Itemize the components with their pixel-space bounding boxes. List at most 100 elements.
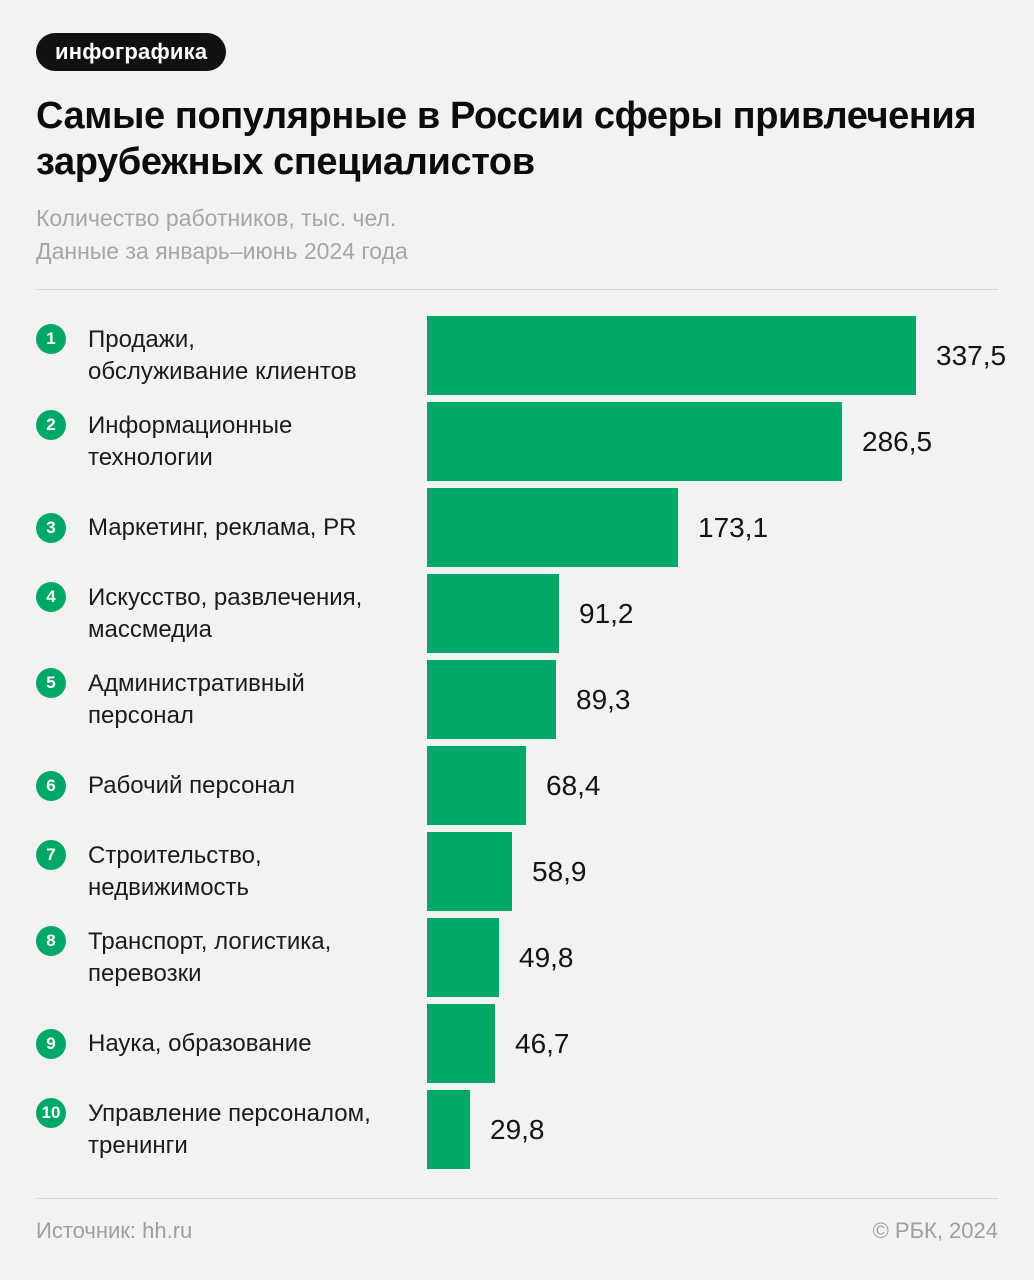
category-label: Продажи, обслуживание клиентов — [88, 324, 357, 388]
category-label-line: Административный — [88, 669, 305, 697]
bar-value-label: 286,5 — [862, 425, 933, 457]
chart-row: 3 Маркетинг, реклама, PR 173,1 — [36, 488, 998, 567]
rank-column: 8 — [36, 918, 88, 997]
category-label-column: Информационные технологии — [88, 402, 427, 481]
rank-column: 9 — [36, 1004, 88, 1083]
bar-value-label: 337,5 — [936, 339, 1007, 371]
bar — [427, 660, 556, 739]
rank-column: 1 — [36, 316, 88, 395]
category-label: Административный персонал — [88, 668, 305, 732]
rank-badge: 7 — [36, 840, 66, 870]
category-label-line: Рабочий персонал — [88, 771, 296, 799]
bar-column: 29,8 — [427, 1090, 998, 1169]
bar-column: 68,4 — [427, 746, 998, 825]
bar-column: 91,2 — [427, 574, 998, 653]
category-label-column: Маркетинг, реклама, PR — [88, 488, 427, 567]
category-label: Маркетинг, реклама, PR — [88, 512, 356, 544]
bar — [427, 1004, 495, 1083]
bar-column: 46,7 — [427, 1004, 998, 1083]
category-label-line: технологии — [88, 443, 213, 471]
chart-row: 2 Информационные технологии 286,5 — [36, 402, 998, 481]
rank-badge: 5 — [36, 668, 66, 698]
bar-column: 49,8 — [427, 918, 998, 997]
chart-rows: 1 Продажи, обслуживание клиентов 337,5 2 Инфо… — [36, 316, 1006, 1169]
category-label-column: Административный персонал — [88, 660, 427, 739]
rank-badge: 1 — [36, 324, 66, 354]
footer: Источник: hh.ru © РБК, 2024 — [36, 1218, 998, 1244]
category-label-line: Искусство, развлечения, — [88, 583, 363, 611]
category-label: Наука, образование — [88, 1028, 312, 1060]
bar — [427, 402, 842, 481]
bar — [427, 832, 512, 911]
chart-row: 7 Строительство, недвижимость 58,9 — [36, 832, 998, 911]
category-label-line: Наука, образование — [88, 1029, 312, 1057]
category-label-line: Информационные — [88, 411, 293, 439]
footer-divider — [36, 1198, 998, 1199]
category-label-line: тренинги — [88, 1131, 188, 1159]
category-label-column: Продажи, обслуживание клиентов — [88, 316, 427, 395]
bar — [427, 918, 499, 997]
chart-row: 1 Продажи, обслуживание клиентов 337,5 — [36, 316, 1006, 395]
category-label-column: Транспорт, логистика, перевозки — [88, 918, 427, 997]
bar-value-label: 58,9 — [532, 855, 587, 887]
chart-row: 9 Наука, образование 46,7 — [36, 1004, 998, 1083]
bar-column: 58,9 — [427, 832, 998, 911]
bar-value-label: 46,7 — [515, 1027, 570, 1059]
bar — [427, 488, 678, 567]
rank-column: 5 — [36, 660, 88, 739]
chart-row: 5 Административный персонал 89,3 — [36, 660, 998, 739]
category-label-line: перевозки — [88, 959, 202, 987]
category-label-line: Управление персоналом, — [88, 1099, 371, 1127]
category-label: Транспорт, логистика, перевозки — [88, 926, 331, 990]
rank-column: 4 — [36, 574, 88, 653]
category-label-line: Транспорт, логистика, — [88, 927, 332, 955]
bar-value-label: 29,8 — [490, 1113, 545, 1145]
category-label-line: Строительство, — [88, 841, 262, 869]
subtitle-period-line: Данные за январь–июнь 2024 года — [36, 238, 408, 264]
rank-badge: 2 — [36, 410, 66, 440]
category-label: Искусство, развлечения, массмедиа — [88, 582, 362, 646]
rank-badge: 9 — [36, 1028, 66, 1059]
chart-row: 6 Рабочий персонал 68,4 — [36, 746, 998, 825]
bar-value-label: 91,2 — [579, 597, 634, 629]
bar-value-label: 173,1 — [698, 511, 769, 543]
bar-column: 173,1 — [427, 488, 998, 567]
bar-value-label: 49,8 — [519, 941, 574, 973]
infographic-badge: инфографика — [36, 33, 227, 71]
category-label-column: Строительство, недвижимость — [88, 832, 427, 911]
copyright-label: © РБК, 2024 — [872, 1218, 998, 1243]
category-label: Управление персоналом, тренинги — [88, 1098, 371, 1162]
category-label-line: Продажи, — [88, 325, 195, 353]
category-label-line: персонал — [88, 701, 194, 729]
category-label-line: Маркетинг, реклама, PR — [88, 513, 357, 541]
chart-row: 4 Искусство, развлечения, массмедиа 91,2 — [36, 574, 998, 653]
rank-badge: 10 — [36, 1098, 66, 1128]
rank-column: 2 — [36, 402, 88, 481]
rank-badge: 3 — [36, 512, 66, 543]
bar-column: 89,3 — [427, 660, 998, 739]
rank-column: 3 — [36, 488, 88, 567]
chart-row: 10 Управление персоналом, тренинги 29,8 — [36, 1090, 998, 1169]
subtitle-units-line: Количество работников, тыс. чел. — [36, 205, 397, 231]
page-title: Самые популярные в России сферы привлече… — [36, 95, 977, 183]
rank-badge: 8 — [36, 926, 66, 956]
rank-column: 6 — [36, 746, 88, 825]
bar-column: 286,5 — [427, 402, 998, 481]
bar — [427, 746, 526, 825]
chart-subtitle: Количество работников, тыс. чел. Данные … — [36, 202, 998, 268]
category-label-line: недвижимость — [88, 873, 250, 901]
header-divider — [36, 289, 998, 290]
bar-value-label: 68,4 — [546, 769, 601, 801]
category-label-line: обслуживание клиентов — [88, 357, 357, 385]
bar — [427, 1090, 470, 1169]
rank-badge: 6 — [36, 770, 66, 801]
category-label-line: массмедиа — [88, 615, 212, 643]
rank-column: 10 — [36, 1090, 88, 1169]
rank-column: 7 — [36, 832, 88, 911]
rank-badge: 4 — [36, 582, 66, 612]
category-label: Информационные технологии — [88, 410, 292, 474]
category-label-column: Управление персоналом, тренинги — [88, 1090, 427, 1169]
source-label: Источник: hh.ru — [36, 1218, 193, 1243]
chart-row: 8 Транспорт, логистика, перевозки 49,8 — [36, 918, 998, 997]
